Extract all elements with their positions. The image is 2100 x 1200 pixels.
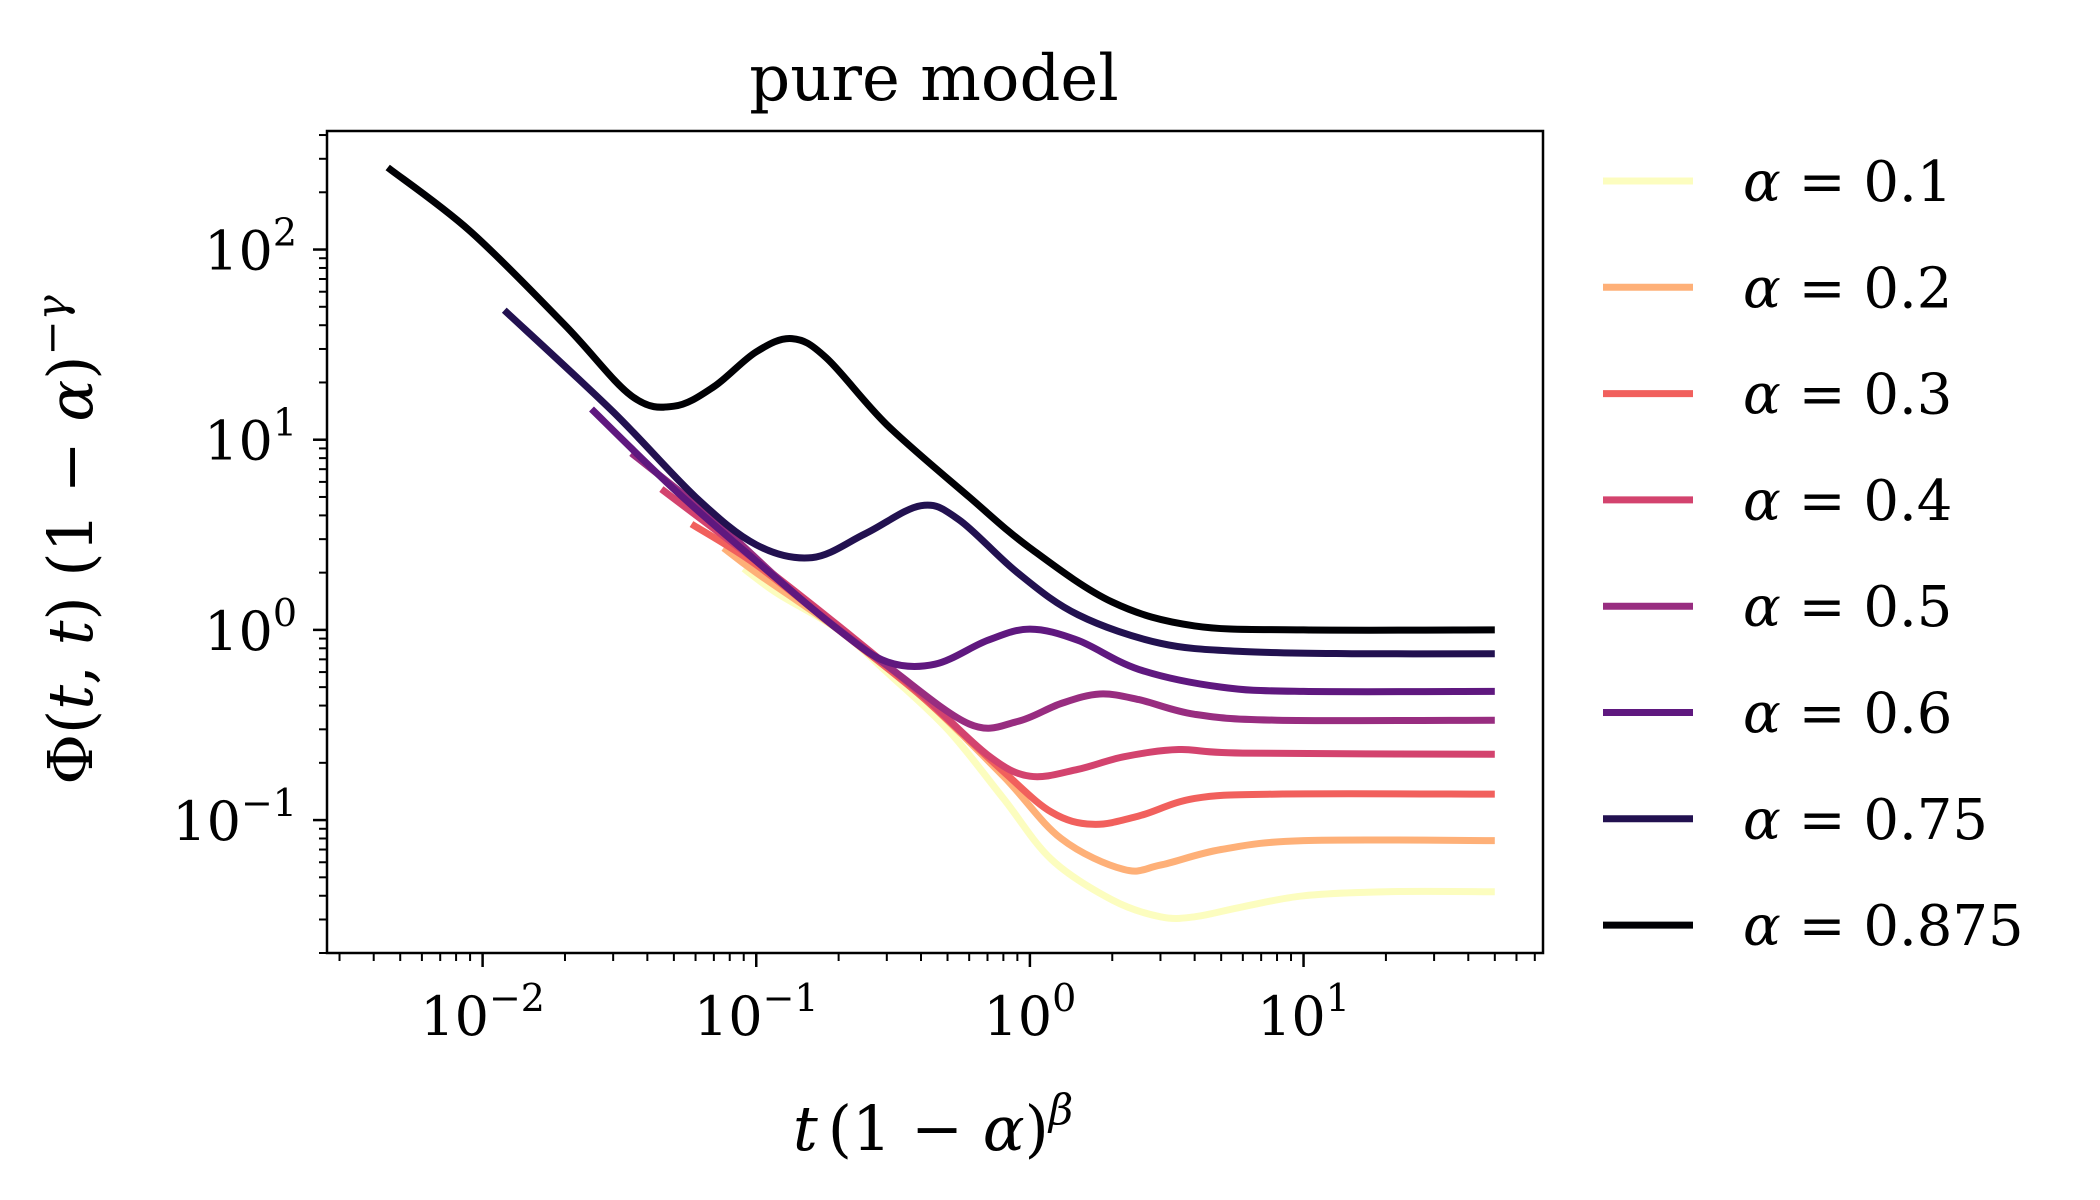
legend-label: α = 0.875 [1743,894,2024,959]
x-tick-label: 10−1 [694,976,819,1048]
y-tick-label: 102 [204,211,297,283]
y-tick-label: 10−1 [172,781,297,853]
x-tick-label: 100 [983,976,1076,1048]
legend: α = 0.1 α = 0.2 α = 0.3 α = 0.4 α = 0.5 α = 0… [1603,150,2024,959]
x-tick-label: 101 [1257,976,1350,1048]
y-tick-label: 100 [204,591,297,663]
series-line-6 [589,406,1495,696]
y-tick-label: 101 [204,401,297,473]
x-tick-label: 10−2 [420,976,545,1048]
y-axis-label: Φ(t, t) (1 − α)−γ [27,294,107,784]
x-axis-label: t (1 − α)β [793,1085,1073,1165]
legend-label: α = 0.4 [1743,469,1952,534]
series-line-8 [385,164,1495,634]
legend-label: α = 0.6 [1743,682,1952,747]
legend-label: α = 0.1 [1743,150,1952,215]
series-line-7 [501,307,1495,658]
plot-frame [325,129,1545,955]
legend-label: α = 0.75 [1743,788,1988,853]
legend-label: α = 0.5 [1743,575,1952,640]
legend-label: α = 0.3 [1743,363,1952,428]
legend-label: α = 0.2 [1743,256,1952,321]
chart-title: pure model [749,42,1119,116]
series-layer [385,164,1495,922]
ticks-layer: 10−2 10−1 100 101 10−1 100 101 102 [172,134,1536,1048]
